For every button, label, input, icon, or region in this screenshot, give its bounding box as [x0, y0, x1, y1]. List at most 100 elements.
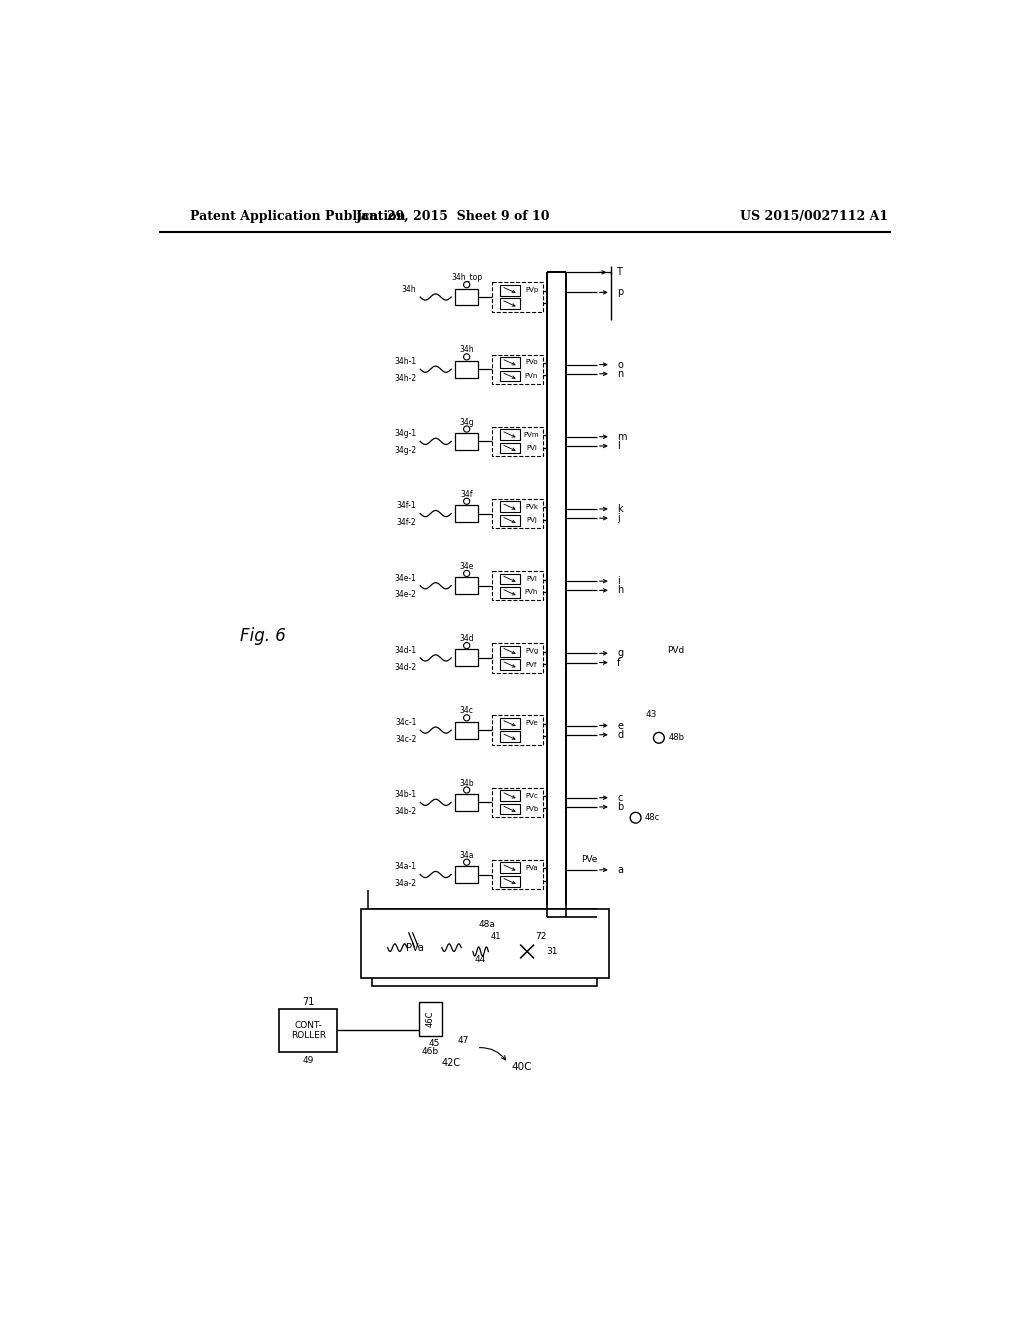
Text: 34a-2: 34a-2: [394, 879, 417, 888]
Text: 34h: 34h: [401, 285, 417, 294]
Bar: [500, 371, 520, 381]
Text: 34g: 34g: [460, 417, 474, 426]
Bar: [500, 442, 520, 454]
Bar: [500, 587, 520, 598]
Bar: [500, 791, 520, 801]
Text: 34b-1: 34b-1: [394, 791, 417, 799]
Circle shape: [464, 787, 470, 793]
Bar: [500, 429, 520, 440]
Text: 34h_top: 34h_top: [452, 273, 482, 282]
Text: Jan. 29, 2015  Sheet 9 of 10: Jan. 29, 2015 Sheet 9 of 10: [356, 210, 551, 223]
Bar: [500, 285, 520, 296]
Text: 49: 49: [302, 1056, 314, 1065]
Text: c: c: [617, 793, 623, 803]
Text: 71: 71: [302, 997, 314, 1007]
Circle shape: [464, 354, 470, 360]
Text: 34f-2: 34f-2: [396, 519, 417, 527]
Bar: [500, 718, 520, 729]
Text: 42C: 42C: [442, 1059, 461, 1068]
Text: US 2015/0027112 A1: US 2015/0027112 A1: [740, 210, 889, 223]
Bar: [493, 715, 543, 744]
Text: 34b-2: 34b-2: [394, 807, 417, 816]
Bar: [493, 426, 543, 455]
Bar: [500, 574, 520, 585]
Text: 48b: 48b: [669, 734, 684, 742]
Text: b: b: [617, 803, 624, 812]
Text: PVe: PVe: [582, 854, 598, 863]
Bar: [500, 645, 520, 656]
Circle shape: [464, 281, 470, 288]
Text: PVg: PVg: [525, 648, 539, 655]
Text: 40C: 40C: [512, 1063, 532, 1072]
Bar: [500, 862, 520, 873]
Text: CONT-
ROLLER: CONT- ROLLER: [291, 1020, 326, 1040]
Text: i: i: [617, 576, 620, 586]
Text: 34d-2: 34d-2: [394, 663, 417, 672]
Bar: [493, 282, 543, 312]
Text: 34a: 34a: [460, 851, 474, 859]
Bar: [493, 859, 543, 890]
Text: PVo: PVo: [525, 359, 538, 366]
Bar: [493, 643, 543, 673]
Text: h: h: [617, 585, 624, 595]
Text: 72: 72: [535, 932, 546, 941]
Bar: [493, 788, 543, 817]
Text: j: j: [617, 513, 620, 523]
Text: Patent Application Publication: Patent Application Publication: [190, 210, 406, 223]
Text: 34a-1: 34a-1: [394, 862, 417, 871]
Bar: [455, 577, 478, 594]
Bar: [500, 659, 520, 671]
Text: PVj: PVj: [526, 517, 537, 523]
Bar: [493, 572, 543, 601]
Text: a: a: [617, 865, 623, 875]
Text: f: f: [617, 657, 621, 668]
Text: e: e: [617, 721, 623, 730]
Text: PVa: PVa: [525, 865, 538, 871]
Text: 34b: 34b: [460, 779, 474, 788]
Text: PVn: PVn: [525, 374, 539, 379]
Text: 46C: 46C: [426, 1010, 435, 1027]
Circle shape: [464, 643, 470, 648]
Text: 45: 45: [428, 1039, 440, 1048]
Text: PVl: PVl: [526, 445, 537, 451]
Text: PVe: PVe: [525, 721, 538, 726]
Bar: [500, 515, 520, 525]
Circle shape: [516, 941, 538, 962]
Text: PVf: PVf: [526, 661, 538, 668]
Bar: [360, 909, 608, 978]
Bar: [455, 649, 478, 667]
Text: 46b: 46b: [422, 1047, 439, 1056]
Bar: [455, 506, 478, 521]
Text: 34f: 34f: [461, 490, 473, 499]
Text: 34c-2: 34c-2: [395, 735, 417, 744]
Bar: [500, 298, 520, 309]
Text: PVm: PVm: [523, 432, 540, 438]
Text: 44: 44: [475, 954, 486, 964]
Bar: [419, 1002, 442, 1036]
Text: T: T: [616, 268, 623, 277]
Text: l: l: [617, 441, 620, 451]
Text: 34d-1: 34d-1: [394, 645, 417, 655]
Text: p: p: [617, 288, 624, 297]
Bar: [500, 358, 520, 368]
Bar: [455, 722, 478, 739]
Text: 31: 31: [547, 946, 558, 956]
Text: PVd: PVd: [667, 645, 684, 655]
Bar: [455, 289, 478, 305]
Circle shape: [630, 812, 641, 824]
Circle shape: [464, 498, 470, 504]
Bar: [493, 499, 543, 528]
Text: 34d: 34d: [460, 634, 474, 643]
Text: 48c: 48c: [645, 813, 660, 822]
Bar: [500, 876, 520, 887]
Text: 43: 43: [645, 710, 656, 719]
Text: 48a: 48a: [478, 920, 496, 929]
Text: PVa: PVa: [406, 942, 424, 953]
Text: 34h-1: 34h-1: [394, 356, 417, 366]
Bar: [372, 909, 597, 986]
Circle shape: [464, 714, 470, 721]
Text: 34g-1: 34g-1: [394, 429, 417, 438]
Text: k: k: [617, 504, 623, 513]
Text: 34g-2: 34g-2: [394, 446, 417, 455]
Bar: [500, 502, 520, 512]
